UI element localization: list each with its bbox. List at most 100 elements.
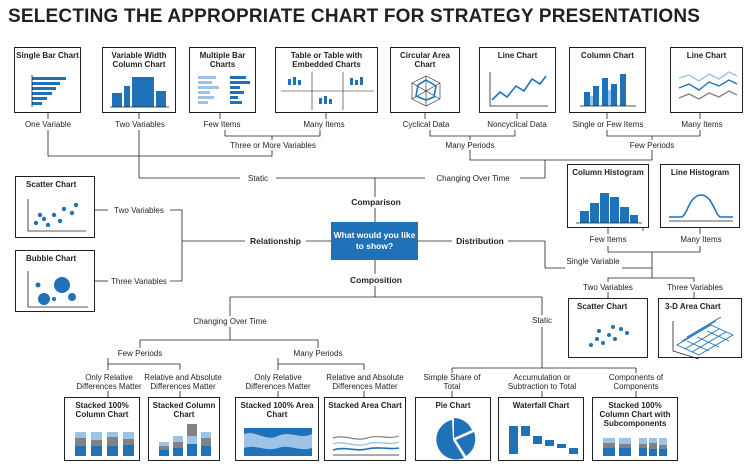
comp-label-many-periods: Many Periods [293, 349, 343, 358]
box-title: Line Chart [686, 51, 727, 60]
box-title: Stacked 100% Column Chart [75, 401, 129, 419]
stacked-column-icon [159, 424, 211, 456]
comp-label-accumulation: Accumulation or Subtraction to Total [507, 373, 577, 391]
label-many-items: Many Items [303, 120, 345, 129]
line-chart-box-1: Line Chart [479, 47, 556, 113]
scatter-chart-icon [27, 199, 86, 232]
box-title: Table or Table with Embedded Charts [290, 51, 363, 69]
label-many-periods: Many Periods [445, 141, 495, 150]
box-title: Stacked 100% Column Chart with Subcompon… [599, 401, 671, 428]
label-three-or-more: Three or More Variables [230, 141, 316, 150]
multi-line-chart-icon [678, 71, 738, 100]
box-title: Stacked Area Chart [328, 401, 402, 410]
area-3d-chart-box: 3-D Area Chart [658, 298, 742, 359]
line-histogram-icon [669, 194, 733, 222]
box-title: Stacked Column Chart [152, 401, 216, 419]
label-few-periods: Few Periods [629, 141, 675, 150]
table-embedded-charts-icon [281, 72, 374, 110]
box-title: Column Chart [581, 51, 634, 60]
line-histogram-box: Line Histogram [660, 164, 740, 228]
scatter-chart-box-left: Scatter Chart [15, 176, 95, 238]
waterfall-chart-box: Waterfall Chart [498, 397, 584, 461]
pie-chart-icon [436, 418, 476, 460]
stacked-100-column-box: Stacked 100% Column Chart [64, 397, 140, 461]
comp-label-simple-share: Simple Share of Total [423, 373, 481, 391]
dist-label-few-items: Few Items [589, 235, 627, 244]
label-single-or-few: Single or Few Items [572, 120, 644, 129]
bubble-chart-icon [27, 271, 88, 308]
bubble-chart-box: Bubble Chart [15, 250, 95, 312]
label-two-variables: Two Variables [115, 120, 165, 129]
center-question: What would you like to show? [331, 222, 418, 260]
column-histogram-icon [576, 193, 642, 224]
box-title: Scatter Chart [577, 302, 628, 311]
box-title: 3-D Area Chart [665, 302, 721, 311]
comp-label-only-relative-2: Only Relative Differences Matter [245, 373, 311, 391]
line-chart-box-2: Line Chart [670, 47, 743, 113]
box-title: Multiple Bar Charts [199, 51, 246, 69]
waterfall-chart-icon [509, 426, 578, 454]
label-changing-over-time: Changing Over Time [436, 174, 510, 183]
pie-chart-box: Pie Chart [415, 397, 491, 461]
comp-label-relative-absolute-2: Relative and Absolute Differences Matter [326, 373, 404, 391]
stacked-100-area-icon [244, 428, 312, 456]
branch-composition: Composition [350, 275, 402, 285]
column-chart-box: Column Chart [569, 47, 646, 113]
label-static: Static [247, 174, 268, 183]
comp-label-few-periods: Few Periods [117, 349, 163, 358]
dist-label-three-variables: Three Variables [667, 283, 723, 292]
stacked-column-box: Stacked Column Chart [148, 397, 220, 461]
box-title: Pie Chart [435, 401, 471, 410]
stacked-100-area-box: Stacked 100% Area Chart [235, 397, 319, 461]
box-title: Line Chart [497, 51, 538, 60]
page-title: SELECTING THE APPROPRIATE CHART FOR STRA… [8, 6, 701, 27]
box-title: Single Bar Chart [16, 51, 79, 60]
stacked-100-column-icon [75, 432, 134, 456]
line-chart-icon [489, 72, 548, 107]
dist-label-many-items: Many Items [680, 235, 722, 244]
label-cyclical: Cyclical Data [402, 120, 450, 129]
stacked-area-icon [332, 435, 400, 456]
branch-comparison: Comparison [351, 197, 401, 207]
branch-distribution: Distribution [456, 236, 504, 246]
circular-area-chart-icon [411, 75, 441, 107]
box-title: Bubble Chart [26, 254, 77, 263]
label-many-items-2: Many Items [681, 120, 723, 129]
stacked-area-box: Stacked Area Chart [324, 397, 406, 461]
comp-label-static: Static [531, 316, 552, 325]
stacked-100-column-subcomponents-box: Stacked 100% Column Chart with Subcompon… [592, 397, 678, 461]
branch-relationship: Relationship [249, 236, 301, 246]
single-bar-chart-box: Single Bar Chart [14, 47, 81, 113]
single-bar-chart-icon [31, 75, 66, 107]
stacked-100-subcomponents-icon [603, 438, 667, 456]
variable-width-column-icon [110, 77, 169, 108]
scatter-chart-icon [589, 325, 629, 347]
dist-label-two-variables: Two Variables [583, 283, 633, 292]
scatter-chart-box-right: Scatter Chart [568, 298, 648, 358]
comp-label-relative-absolute-1: Relative and Absolute Differences Matter [144, 373, 222, 391]
box-title: Scatter Chart [26, 180, 77, 189]
variable-width-column-chart-box: Variable Width Column Chart [102, 47, 176, 113]
box-title: Column Histogram [572, 168, 644, 177]
area-3d-chart-icon [672, 316, 734, 359]
multiple-bar-charts-icon [198, 76, 250, 104]
label-few-items: Few Items [203, 120, 241, 129]
dist-label-single-variable: Single Variable [566, 257, 620, 266]
rel-label-two-variables: Two Variables [114, 206, 164, 215]
circular-area-chart-box: Circular Area Chart [390, 47, 460, 113]
multiple-bar-charts-box: Multiple Bar Charts [189, 47, 256, 113]
label-noncyclical: Noncyclical Data [487, 120, 547, 129]
comp-label-components: Components of Components [608, 373, 664, 391]
label-one-variable: One Variable [24, 120, 72, 129]
box-title: Waterfall Chart [512, 401, 570, 410]
column-chart-icon [580, 74, 636, 107]
rel-label-three-variables: Three Variables [111, 277, 167, 286]
comp-label-changing-over-time: Changing Over Time [193, 317, 267, 326]
table-chart-box: Table or Table with Embedded Charts [275, 47, 378, 113]
column-histogram-box: Column Histogram [567, 164, 649, 228]
box-title: Stacked 100% Area Chart [240, 401, 314, 419]
box-title: Line Histogram [670, 168, 730, 177]
box-title: Circular Area Chart [400, 51, 450, 69]
box-title: Variable Width Column Chart [111, 51, 167, 69]
